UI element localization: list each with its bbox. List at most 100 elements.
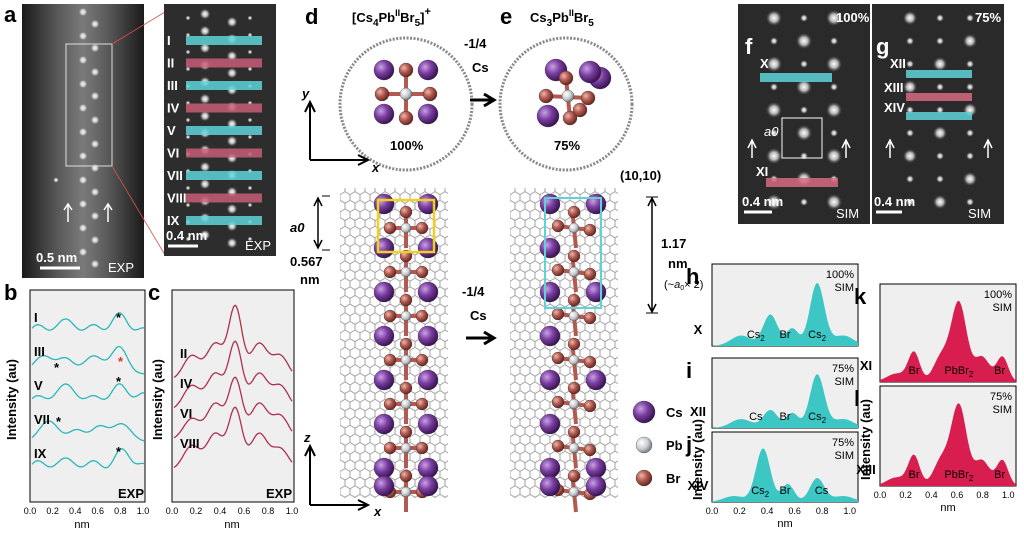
tick-label: 0.0: [166, 506, 179, 516]
panel-j-xlabel: nm: [777, 518, 792, 530]
br-atom: [399, 293, 413, 307]
atom-spot: [199, 161, 211, 173]
panel-f-a0: a0: [764, 124, 779, 139]
br-atom: [399, 337, 413, 351]
panel-h-plot-area: [711, 263, 859, 347]
br-atom: [567, 293, 581, 307]
tick-label: 0.2: [190, 506, 203, 516]
panel-f-sim: SIM: [836, 206, 859, 221]
br-atom: [583, 267, 597, 281]
atom-spot: [185, 15, 191, 21]
peak-label-base: Br: [909, 469, 920, 481]
arrow-up-icon: [103, 202, 113, 222]
atom-spot: [800, 14, 808, 22]
panel-g-row-XIV: XIV: [884, 100, 905, 115]
atom-spot: [826, 148, 842, 164]
atom-spot: [90, 259, 100, 269]
row-band-XI: [766, 178, 838, 187]
tick-label: 0.2: [899, 490, 912, 500]
atom-spot: [796, 125, 812, 141]
br-atom: [383, 221, 397, 235]
br-atom: [383, 309, 397, 323]
tick-label: 0.6: [951, 490, 964, 500]
panel-g-row-XII: XII: [890, 56, 906, 71]
panel-d-top-view: [373, 59, 439, 126]
xy-axes-icon: [304, 99, 371, 166]
cs-atom: [373, 369, 395, 391]
cs-atom: [417, 103, 439, 125]
zoom-connector-bottom: [111, 165, 166, 256]
tick-label: 1.0: [137, 506, 150, 516]
atom-spot: [826, 56, 842, 72]
atom-spot: [185, 66, 191, 72]
arrow-up-icon: [885, 138, 895, 158]
legend-swatch: [632, 400, 656, 424]
tick-label: 0.4: [69, 506, 82, 516]
br-atom: [551, 439, 565, 453]
panel-k-letter: k: [854, 284, 867, 309]
zoom-connector-top: [111, 11, 166, 45]
row-label: V: [34, 378, 43, 393]
peak-label: Br: [909, 469, 920, 481]
a0-double-arrow: [313, 196, 323, 250]
peak-label-base: Br: [994, 365, 1005, 377]
atom-spot: [826, 10, 842, 26]
panel-f-letter: f: [745, 34, 753, 59]
atom-spot: [90, 211, 100, 221]
br-atom: [567, 205, 581, 219]
peak-label-base: Br: [780, 485, 791, 497]
legend-label: Pb: [666, 438, 683, 453]
atom-spot: [830, 83, 838, 91]
br-atom: [383, 353, 397, 367]
tick-label: 0.8: [976, 490, 989, 500]
panel-l-sim: SIM: [992, 404, 1012, 416]
panel-l-xlabel: nm: [940, 502, 955, 514]
panel-a-atom-spots: [53, 7, 100, 269]
br-atom: [383, 441, 397, 455]
panel-l-profile: [880, 403, 1016, 486]
br-atom: [567, 469, 581, 483]
br-atom: [583, 355, 597, 369]
peak-label: Br: [780, 485, 791, 497]
panel-d-a0-value: 0.567: [290, 254, 323, 269]
row-label: IV: [167, 101, 180, 116]
panel-b-letter: b: [4, 280, 17, 305]
cs-atom: [417, 281, 439, 303]
panel-c-xlabel: nm: [224, 519, 239, 531]
br-atom: [551, 395, 565, 409]
atom-spot: [903, 11, 917, 25]
atom-spot: [966, 198, 974, 206]
arrow-top-label-2: Cs: [472, 60, 489, 75]
br-atom: [399, 381, 413, 395]
row-label: II: [180, 346, 187, 361]
br-atom: [398, 110, 414, 126]
atom-spot: [936, 14, 944, 22]
pb-atom: [568, 354, 580, 366]
panel-k-profile: [880, 300, 1016, 382]
atom-spot: [199, 25, 211, 37]
panel-a-letter: a: [4, 2, 17, 27]
row-band: [186, 216, 262, 225]
br-atom: [551, 219, 565, 233]
panel-j-percent: 75%: [832, 437, 854, 449]
pb-atom: [400, 486, 412, 498]
tick-label: 0.4: [761, 506, 774, 516]
panel-e-letter: e: [500, 4, 512, 29]
peak-label: Cs2: [751, 485, 769, 499]
profile-curve: [31, 345, 145, 375]
panel-i-sim: SIM: [834, 376, 854, 388]
peak-label: Cs: [749, 411, 763, 423]
cs-atom: [373, 457, 395, 479]
panel-d-a0-label: a0: [290, 220, 305, 235]
atom-spot: [933, 57, 947, 71]
cs-atom: [585, 281, 607, 303]
xz-axes-icon: [304, 443, 371, 511]
atom-spot: [906, 60, 914, 68]
profile-curve: [31, 420, 145, 442]
br-atom: [383, 397, 397, 411]
cs-atom: [539, 369, 561, 391]
atom-spot: [185, 49, 191, 55]
atom-spot: [796, 33, 812, 49]
row-label: IX: [167, 213, 180, 228]
star-marker: *: [116, 310, 122, 325]
